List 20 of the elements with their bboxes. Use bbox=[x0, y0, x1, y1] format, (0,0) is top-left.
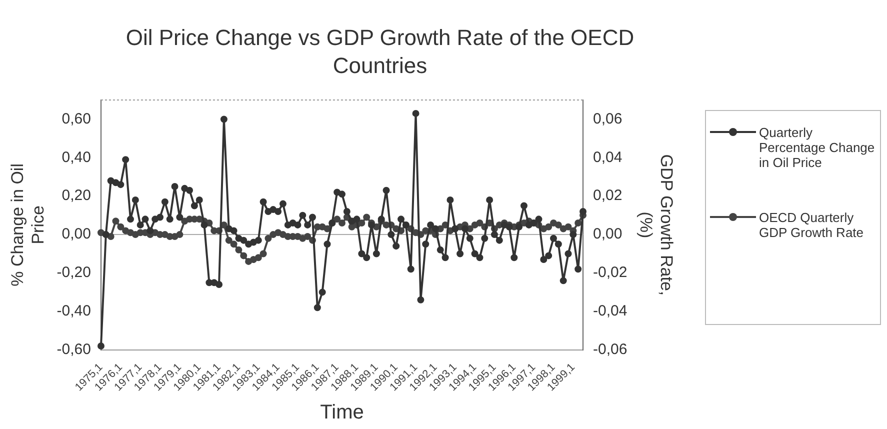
y-tick-label: 0,40 bbox=[62, 148, 91, 166]
y2-tick-label: 0,04 bbox=[593, 148, 622, 166]
y2-axis-title: GDP Growth Rate, (%) bbox=[636, 154, 676, 296]
y2-tick-label: -0,06 bbox=[593, 341, 628, 358]
x-axis-title: Time bbox=[320, 402, 364, 424]
chart-title: Oil Price Change vs GDP Growth Rate of the OECD Countries bbox=[124, 24, 636, 80]
y-tick-label: 0,20 bbox=[62, 187, 91, 204]
y2-tick-label: 0,02 bbox=[593, 187, 622, 204]
legend-label: Quarterly Percentage Change in Oil Price bbox=[759, 125, 876, 170]
y-axis-title: % Change in Oil Price bbox=[8, 164, 48, 286]
legend-label: OECD Quarterly GDP Growth Rate bbox=[759, 210, 865, 240]
y2-tick-label: 0,00 bbox=[593, 226, 622, 243]
y2-tick-label: -0,02 bbox=[593, 264, 628, 282]
y-tick-label: 0,00 bbox=[62, 226, 91, 243]
y-tick-label: -0,20 bbox=[56, 264, 91, 282]
y2-tick-label: 0,06 bbox=[593, 110, 622, 128]
y-tick-label: 0,60 bbox=[62, 110, 91, 128]
y-tick-label: -0,40 bbox=[56, 302, 91, 320]
y2-tick-label: -0,04 bbox=[593, 302, 628, 320]
y-tick-label: -0,60 bbox=[56, 341, 91, 358]
